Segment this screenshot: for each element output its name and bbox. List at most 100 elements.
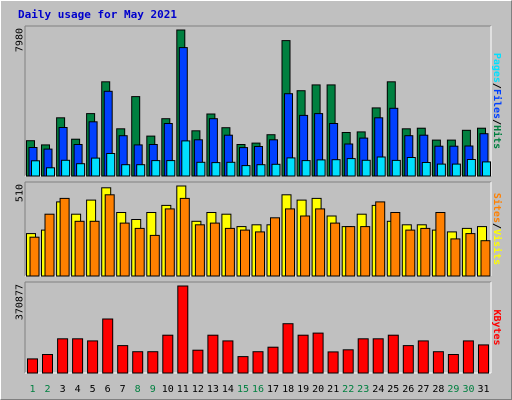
pages-bar: [91, 157, 101, 177]
kbytes-bar: [297, 334, 309, 374]
x-tick-label: 30: [462, 384, 474, 395]
x-tick-label: 5: [90, 384, 96, 395]
legend-item-visits: Visits: [491, 229, 503, 265]
sites-bar: [480, 240, 491, 277]
y-max-label-0: 7980: [14, 28, 25, 52]
x-tick-label: 9: [150, 384, 156, 395]
kbytes-bar: [177, 285, 189, 374]
kbytes-bar: [357, 338, 369, 374]
y-max-label-2: 370877: [14, 284, 25, 320]
pages-bar: [361, 159, 371, 177]
pages-bar: [151, 160, 161, 177]
kbytes-bar: [42, 354, 53, 374]
x-tick-label: 8: [135, 384, 141, 395]
x-tick-label: 11: [177, 384, 189, 395]
sites-bar: [209, 222, 220, 277]
pages-bar: [121, 164, 131, 177]
pages-bar: [46, 167, 55, 177]
pages-bar: [256, 164, 266, 177]
chart-title: Daily usage for May 2021: [18, 8, 177, 21]
sites-bar: [420, 227, 431, 277]
sites-bar: [315, 208, 326, 277]
legend-item-hits: Hits: [491, 125, 503, 149]
kbytes-bar: [417, 340, 429, 374]
legend-item-pages: Pages: [491, 53, 502, 83]
legend-separator: /: [491, 83, 502, 89]
pages-bar: [451, 163, 461, 177]
kbytes-bar: [237, 356, 249, 374]
kbytes-bar: [102, 318, 114, 374]
sites-bar: [44, 213, 55, 277]
x-tick-label: 29: [447, 384, 459, 395]
legend-item-kbytes: KBytes: [491, 309, 502, 345]
x-tick-label: 4: [75, 384, 81, 395]
sites-bar: [405, 229, 416, 277]
kbytes-bar: [57, 338, 69, 374]
y-max-label-1: 510: [14, 184, 25, 202]
x-tick-label: 17: [267, 384, 279, 395]
x-tick-label: 25: [387, 384, 399, 395]
pages-bar: [61, 159, 71, 177]
kbytes-bar: [72, 338, 84, 374]
sites-bar: [255, 231, 265, 277]
sites-bar: [104, 194, 115, 277]
sites-bar: [240, 229, 250, 277]
pages-bar: [391, 159, 401, 177]
sites-bar: [285, 208, 295, 277]
kbytes-bar: [162, 334, 174, 374]
x-tick-label: 14: [222, 384, 234, 395]
x-tick-label: 20: [312, 384, 324, 395]
kbytes-bar: [87, 340, 99, 374]
sites-bar: [435, 212, 446, 277]
x-tick-label: 16: [252, 384, 264, 395]
pages-bar: [226, 161, 236, 177]
x-tick-label: 22: [342, 384, 354, 395]
sites-bar: [59, 197, 70, 277]
sites-bar: [450, 238, 461, 277]
kbytes-bar: [402, 345, 414, 374]
sites-bar: [360, 226, 371, 277]
pages-bar: [316, 159, 326, 177]
sites-bar: [345, 226, 356, 277]
sites-bar: [300, 215, 311, 277]
kbytes-bar: [132, 351, 144, 374]
pages-bar: [196, 161, 206, 177]
legend-2: KBytes: [491, 309, 502, 345]
sites-bar: [224, 227, 235, 277]
x-tick-label: 23: [357, 384, 369, 395]
sites-bar: [465, 233, 476, 277]
pages-bar: [181, 140, 191, 177]
x-tick-label: 26: [402, 384, 414, 395]
kbytes-bar: [312, 332, 324, 374]
sites-bar: [149, 234, 160, 277]
kbytes-bar: [252, 351, 264, 374]
kbytes-bar: [267, 346, 279, 374]
legend-separator: /: [491, 119, 502, 125]
pages-bar: [421, 162, 431, 177]
pages-bar: [406, 157, 416, 177]
x-tick-label: 28: [432, 384, 444, 395]
pages-bar: [31, 160, 40, 177]
kbytes-bar: [27, 358, 38, 374]
sites-bar: [89, 220, 100, 277]
kbytes-bar: [387, 334, 399, 374]
pages-bar: [346, 158, 356, 177]
pages-bar: [166, 160, 176, 177]
pages-bar: [286, 157, 296, 177]
sites-bar: [390, 212, 401, 277]
sites-bar: [179, 197, 190, 277]
legend-separator: /: [491, 223, 502, 229]
kbytes-bar: [342, 349, 354, 374]
pages-bar: [482, 161, 491, 177]
pages-bar: [466, 159, 476, 177]
pages-bar: [211, 162, 221, 177]
legend-1: Sites/Visits: [491, 193, 503, 265]
x-tick-label: 31: [477, 384, 489, 395]
x-tick-label: 3: [60, 384, 66, 395]
kbytes-bar: [282, 323, 294, 374]
kbytes-bar: [147, 351, 159, 374]
pages-bar: [106, 153, 116, 177]
sites-bar: [330, 222, 341, 277]
x-tick-label: 18: [282, 384, 294, 395]
x-tick-label: 6: [105, 384, 111, 395]
